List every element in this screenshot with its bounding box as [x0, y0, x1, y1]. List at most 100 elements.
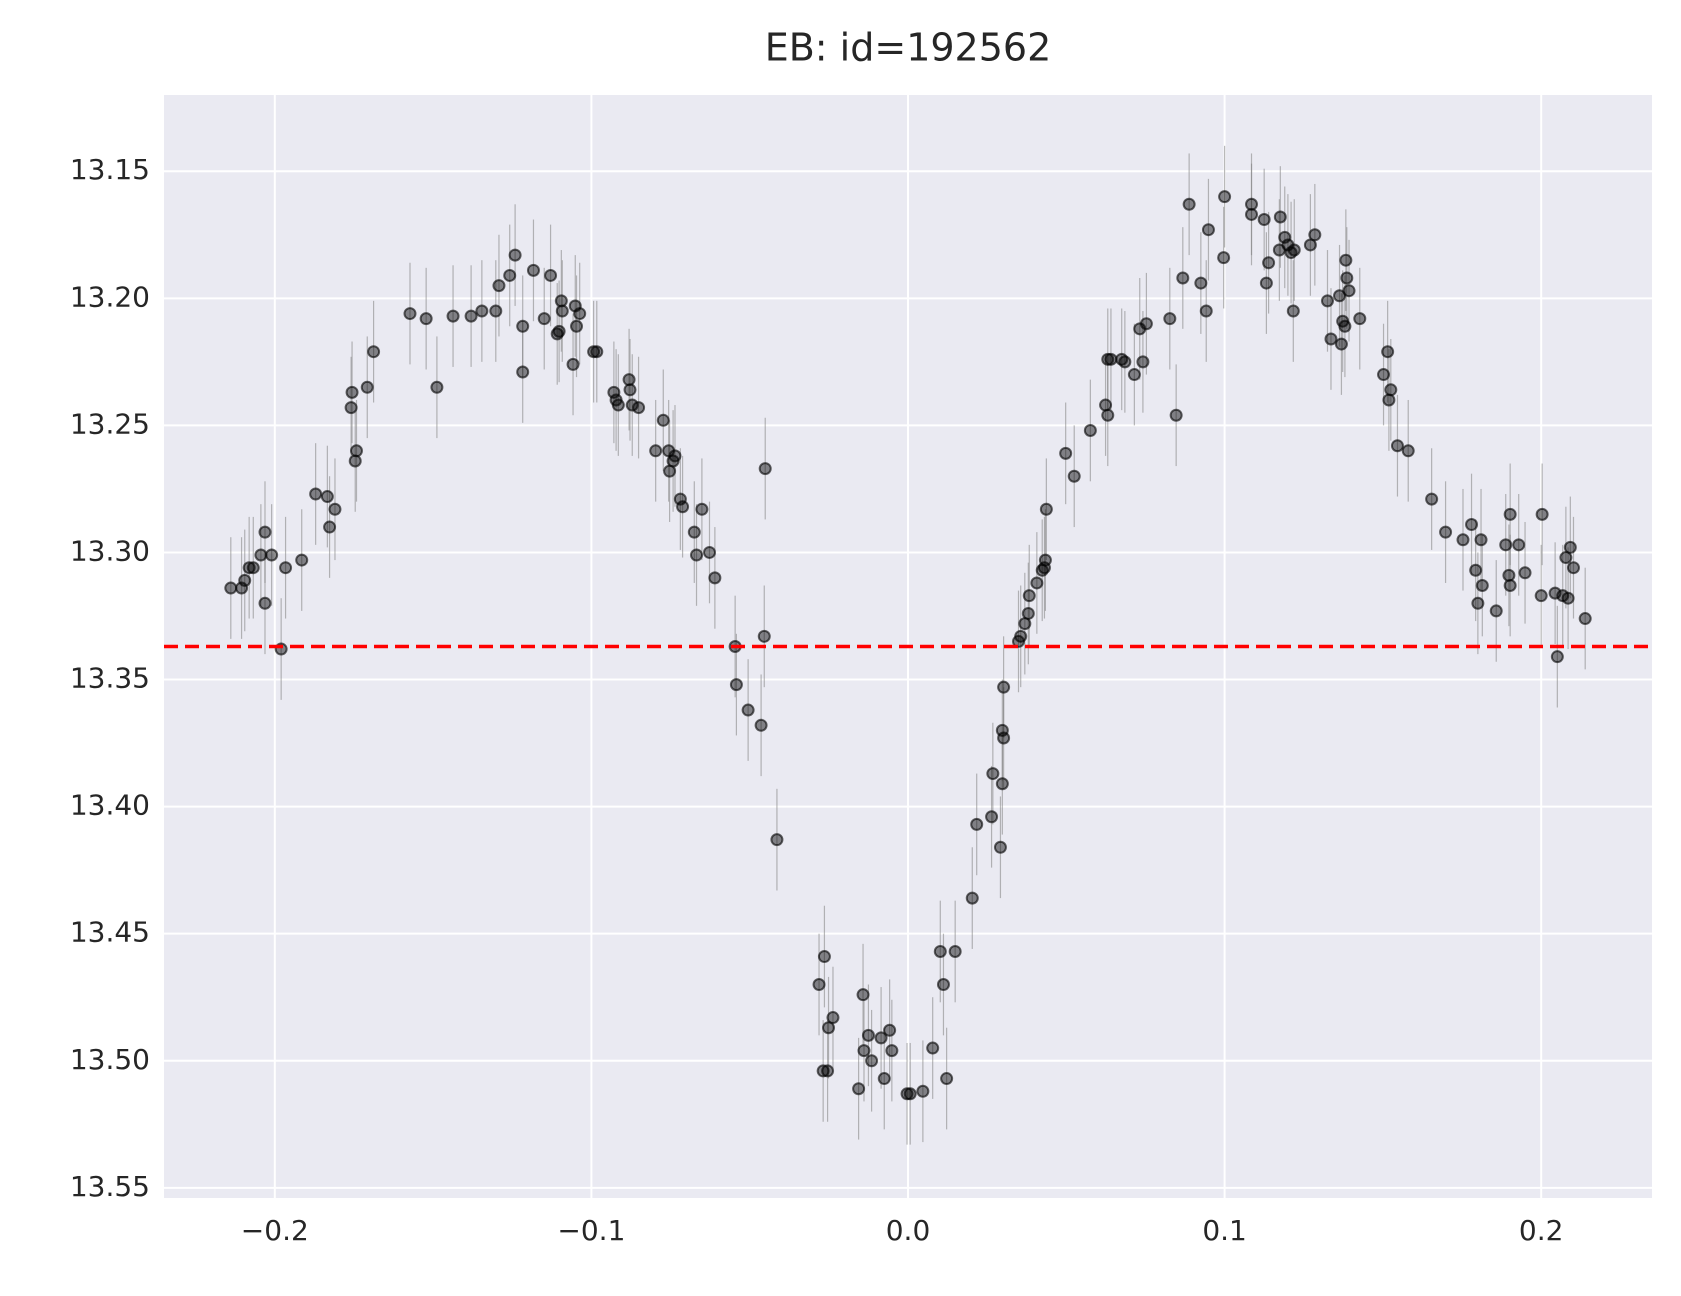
- data-point: [676, 500, 690, 514]
- data-point: [1127, 368, 1141, 382]
- data-point: [821, 1064, 835, 1078]
- data-point: [1550, 650, 1564, 664]
- data-point: [258, 525, 272, 539]
- data-point: [1199, 304, 1213, 318]
- data-point: [1439, 525, 1453, 539]
- data-point: [1489, 604, 1503, 618]
- data-point: [861, 1028, 875, 1042]
- data-point: [1245, 207, 1259, 221]
- data-point: [566, 357, 580, 371]
- data-point: [1083, 423, 1097, 437]
- data-point: [1273, 210, 1287, 224]
- data-point: [997, 731, 1011, 745]
- data-point: [690, 548, 704, 562]
- data-point: [623, 383, 637, 397]
- data-point: [328, 502, 342, 516]
- data-point: [708, 571, 722, 585]
- data-point: [632, 401, 646, 415]
- data-point: [430, 380, 444, 394]
- data-point: [403, 307, 417, 321]
- data-point: [687, 525, 701, 539]
- data-point: [1194, 276, 1208, 290]
- data-point: [544, 268, 558, 282]
- data-point: [758, 462, 772, 476]
- data-point: [1503, 579, 1517, 593]
- data-point: [1136, 355, 1150, 369]
- data-point: [1104, 352, 1118, 366]
- data-point: [1377, 368, 1391, 382]
- data-point: [729, 678, 743, 692]
- data-point: [265, 548, 279, 562]
- data-point: [1499, 538, 1513, 552]
- x-tick-label: 0.0: [886, 1214, 931, 1247]
- data-point: [1334, 337, 1348, 351]
- data-point: [852, 1082, 866, 1096]
- data-point: [516, 319, 530, 333]
- y-tick-label: 13.25: [70, 407, 150, 440]
- data-point: [1021, 606, 1035, 620]
- data-point: [1578, 612, 1592, 626]
- y-tick-label: 13.45: [70, 916, 150, 949]
- data-point: [1257, 213, 1271, 227]
- data-point: [345, 385, 359, 399]
- data-point: [1176, 271, 1190, 285]
- chart-title: EB: id=192562: [765, 26, 1052, 70]
- data-point: [320, 490, 334, 504]
- data-point: [1039, 502, 1053, 516]
- data-point: [933, 944, 947, 958]
- data-point: [492, 279, 506, 293]
- data-point: [360, 380, 374, 394]
- data-point: [590, 345, 604, 359]
- data-point: [916, 1084, 930, 1098]
- data-point: [936, 978, 950, 992]
- data-point: [1014, 629, 1028, 643]
- data-point: [1456, 533, 1470, 547]
- data-point: [702, 545, 716, 559]
- data-point: [1217, 251, 1231, 265]
- data-point: [1030, 576, 1044, 590]
- data-point: [1201, 223, 1215, 237]
- data-point: [817, 950, 831, 964]
- data-point: [309, 487, 323, 501]
- data-point: [1262, 256, 1276, 270]
- data-point: [1566, 561, 1580, 575]
- data-point: [1353, 312, 1367, 326]
- data-point: [279, 561, 293, 575]
- data-point: [940, 1072, 954, 1086]
- data-point: [757, 629, 771, 643]
- data-point: [1022, 589, 1036, 603]
- data-point: [985, 810, 999, 824]
- data-point: [489, 304, 503, 318]
- data-point: [1118, 355, 1132, 369]
- data-point: [295, 553, 309, 567]
- data-point: [903, 1087, 917, 1101]
- data-point: [570, 319, 584, 333]
- data-point: [1465, 518, 1479, 532]
- data-point: [1099, 398, 1113, 412]
- data-point: [885, 1044, 899, 1058]
- data-point: [508, 248, 522, 262]
- data-point: [611, 398, 625, 412]
- y-tick-label: 13.40: [70, 789, 150, 822]
- data-point: [516, 365, 530, 379]
- data-point: [812, 978, 826, 992]
- y-tick-label: 13.20: [70, 280, 150, 313]
- data-point: [1169, 408, 1183, 422]
- data-point: [1038, 553, 1052, 567]
- data-point: [1339, 253, 1353, 267]
- y-tick-label: 13.35: [70, 662, 150, 695]
- data-point: [349, 444, 363, 458]
- data-point: [367, 345, 381, 359]
- data-point: [1518, 566, 1532, 580]
- data-point: [1563, 540, 1577, 554]
- data-point: [1059, 446, 1073, 460]
- data-point: [1067, 469, 1081, 483]
- data-point: [503, 268, 517, 282]
- data-point: [555, 304, 569, 318]
- data-point: [1381, 345, 1395, 359]
- data-point: [246, 561, 260, 575]
- x-tick-label: −0.2: [241, 1214, 309, 1247]
- data-point: [1338, 319, 1352, 333]
- data-point: [254, 548, 268, 562]
